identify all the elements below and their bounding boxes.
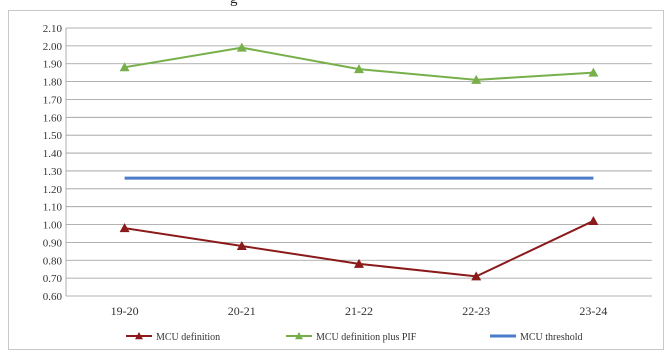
data-point (588, 67, 599, 77)
legend-label: MCU definition (156, 332, 220, 343)
legend-label: MCU definition plus PIF (316, 332, 417, 343)
y-tick-label: 1.60 (43, 112, 63, 124)
x-tick-label: 20-21 (228, 304, 256, 318)
y-tick-label: 0.90 (43, 237, 63, 249)
legend-swatch-marker (295, 332, 303, 340)
y-tick-label: 1.30 (43, 166, 63, 178)
x-tick-label: 22-23 (462, 304, 490, 318)
y-tick-label: 2.10 (43, 23, 63, 35)
x-tick-label: 19-20 (111, 304, 139, 318)
data-point (471, 74, 482, 84)
data-point (354, 258, 364, 268)
y-tick-label: 0.70 (43, 273, 63, 285)
y-tick-label: 1.80 (43, 77, 63, 89)
x-tick-label: 23-24 (579, 304, 607, 318)
legend-swatch-marker (135, 332, 143, 340)
series-group (119, 42, 599, 281)
y-tick-label: 1.10 (43, 202, 63, 214)
legend-label: MCU threshold (520, 332, 583, 343)
legend: MCU definition MCU definition plus PIF MCU… (126, 332, 583, 343)
cropped-heading: g (0, 0, 672, 10)
data-point (471, 271, 482, 281)
y-tick-label: 1.20 (43, 184, 63, 196)
chart-frame (8, 10, 664, 350)
data-point (354, 64, 364, 74)
data-point (236, 240, 247, 250)
y-tick-label: 2.00 (43, 41, 63, 53)
y-tick-label: 0.80 (43, 255, 63, 267)
y-tick-label: 1.70 (43, 94, 63, 106)
data-point (119, 223, 130, 233)
y-tick-label: 1.00 (43, 220, 63, 232)
y-axis-ticks: 0.60 0.70 0.80 0.90 1.00 1.10 1.20 1.30 1.40 1.50… (43, 23, 63, 303)
data-point (588, 215, 599, 225)
data-point (236, 42, 247, 52)
cropped-heading-text: g (230, 0, 238, 8)
data-point (119, 62, 130, 72)
gridlines (65, 27, 652, 297)
series-line-0 (124, 220, 594, 278)
y-tick-label: 1.90 (43, 59, 63, 71)
x-tick-label: 21-22 (345, 304, 373, 318)
y-tick-label: 1.50 (43, 130, 63, 142)
y-tick-label: 1.40 (43, 148, 63, 160)
x-axis-ticks: 19-20 20-21 21-22 22-23 23-24 (111, 304, 608, 318)
y-tick-label: 0.60 (43, 291, 63, 303)
